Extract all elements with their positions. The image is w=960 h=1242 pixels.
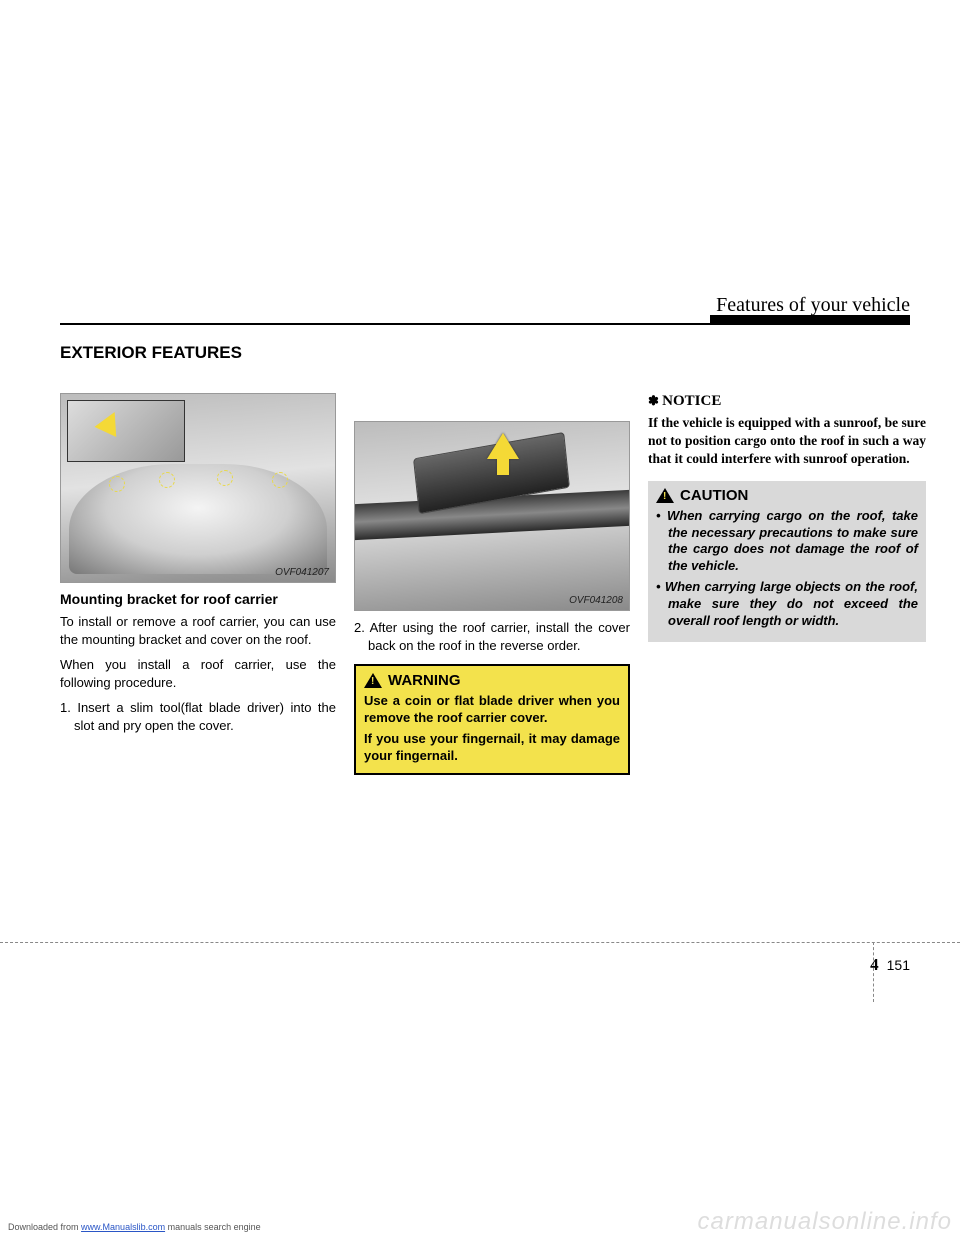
figure-mounting-bracket: OVF041207 (60, 393, 336, 583)
watermark: carmanualsonline.info (698, 1208, 952, 1236)
figure-code-label: OVF041207 (275, 567, 329, 578)
body-text: When you install a roof carrier, use the… (60, 656, 336, 691)
warning-header: WARNING (364, 672, 620, 689)
section-heading: EXTERIOR FEATURES (60, 343, 910, 363)
header-tab (710, 315, 910, 325)
right-column: NOTICE If the vehicle is equipped with a… (648, 393, 926, 775)
subheading-mounting-bracket: Mounting bracket for roof carrier (60, 591, 336, 607)
page-number-block: 4 151 (870, 955, 910, 975)
figure-roof-cover: OVF041208 (354, 421, 630, 611)
columns: OVF041207 Mounting bracket for roof carr… (60, 393, 910, 775)
notice-heading: NOTICE (648, 393, 926, 410)
page-separator (0, 942, 960, 943)
caution-item: • When carrying large objects on the roo… (656, 579, 918, 630)
middle-column: OVF041208 2. After using the roof carrie… (354, 393, 630, 775)
warning-text: Use a coin or flat blade driver when you… (364, 693, 620, 727)
warning-box: WARNING Use a coin or flat blade driver … (354, 664, 630, 775)
header-rule (60, 323, 910, 325)
figure-code-label: OVF041208 (569, 595, 623, 606)
footer-suffix: manuals search engine (165, 1222, 261, 1232)
figure-inset-icon (67, 400, 185, 462)
caution-box: CAUTION • When carrying cargo on the roo… (648, 481, 926, 642)
footer: Downloaded from www.Manualslib.com manua… (8, 1222, 261, 1232)
page-number: 151 (887, 957, 910, 973)
caution-title: CAUTION (680, 487, 748, 504)
caution-header: CAUTION (656, 487, 918, 504)
notice-text: If the vehicle is equipped with a sunroo… (648, 414, 926, 469)
warning-title: WARNING (388, 672, 461, 689)
up-arrow-icon (487, 433, 519, 459)
left-column: OVF041207 Mounting bracket for roof carr… (60, 393, 336, 775)
footer-link[interactable]: www.Manualslib.com (81, 1222, 165, 1232)
caution-item: • When carrying cargo on the roof, take … (656, 508, 918, 576)
step-item: 1. Insert a slim tool(flat blade driver)… (60, 699, 336, 734)
chapter-number: 4 (870, 955, 879, 975)
step-item: 2. After using the roof carrier, install… (354, 619, 630, 654)
mount-point-dots (101, 476, 295, 516)
body-text: To install or remove a roof carrier, you… (60, 613, 336, 648)
warning-triangle-icon (364, 673, 382, 688)
footer-prefix: Downloaded from (8, 1222, 81, 1232)
warning-text: If you use your fingernail, it may damag… (364, 731, 620, 765)
caution-triangle-icon (656, 488, 674, 503)
page-content: Features of your vehicle EXTERIOR FEATUR… (0, 0, 960, 775)
